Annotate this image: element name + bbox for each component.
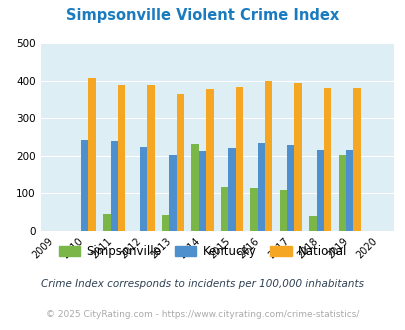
- Bar: [169, 155, 176, 231]
- Bar: [279, 190, 286, 231]
- Bar: [206, 89, 213, 231]
- Bar: [264, 81, 272, 231]
- Legend: Simpsonville, Kentucky, National: Simpsonville, Kentucky, National: [54, 240, 351, 263]
- Text: Simpsonville Violent Crime Index: Simpsonville Violent Crime Index: [66, 8, 339, 23]
- Bar: [352, 88, 360, 231]
- Bar: [309, 216, 316, 231]
- Bar: [323, 88, 330, 231]
- Text: Crime Index corresponds to incidents per 100,000 inhabitants: Crime Index corresponds to incidents per…: [41, 279, 364, 289]
- Bar: [198, 151, 206, 231]
- Bar: [286, 145, 294, 231]
- Bar: [345, 150, 352, 231]
- Bar: [103, 214, 110, 231]
- Bar: [338, 155, 345, 231]
- Bar: [162, 215, 169, 231]
- Bar: [147, 85, 154, 231]
- Bar: [220, 187, 228, 231]
- Bar: [294, 83, 301, 231]
- Bar: [110, 141, 117, 231]
- Bar: [88, 78, 96, 231]
- Bar: [140, 148, 147, 231]
- Bar: [316, 150, 323, 231]
- Bar: [250, 188, 257, 231]
- Bar: [257, 143, 264, 231]
- Bar: [191, 145, 198, 231]
- Bar: [176, 94, 183, 231]
- Bar: [228, 148, 235, 231]
- Text: © 2025 CityRating.com - https://www.cityrating.com/crime-statistics/: © 2025 CityRating.com - https://www.city…: [46, 310, 359, 319]
- Bar: [235, 87, 242, 231]
- Bar: [117, 85, 125, 231]
- Bar: [81, 140, 88, 231]
